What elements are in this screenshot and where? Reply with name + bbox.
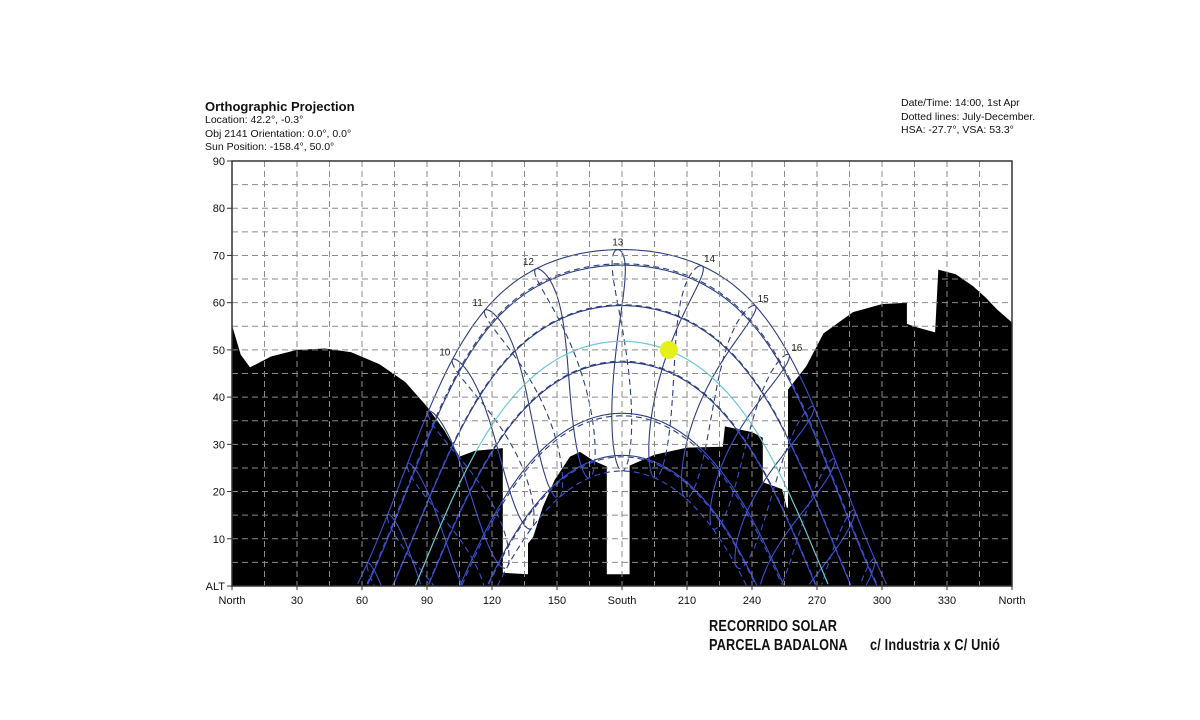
- hour-line-6-jan-jun: [366, 562, 382, 586]
- caption-title: RECORRIDO SOLAR: [709, 618, 838, 635]
- y-tick-label: 50: [213, 345, 225, 357]
- x-axis: North 30 60 90 120 150 South 210 240 270 300 330 Nor…: [219, 586, 1026, 607]
- location-text: Location: 42.2°, -0.3°: [205, 114, 304, 126]
- hour-label: 16: [791, 343, 803, 354]
- caption-subtitle: PARCELA BADALONA: [709, 637, 848, 654]
- y-tick-label: 40: [213, 392, 225, 404]
- x-tick-label: North: [999, 595, 1026, 607]
- angles-text: HSA: -27.7°, VSA: 53.3°: [901, 124, 1014, 136]
- hour-label: 15: [758, 294, 770, 305]
- hour-label: 10: [439, 348, 451, 359]
- x-tick-label: South: [608, 595, 637, 607]
- dotted-lines-text: Dotted lines: July-December.: [901, 110, 1036, 123]
- sun-position-text: Sun Position: -158.4°, 50.0°: [205, 141, 335, 153]
- y-tick-label: 90: [213, 156, 225, 168]
- x-tick-label: 120: [483, 595, 501, 607]
- y-tick-label: 70: [213, 250, 225, 262]
- hour-label: 13: [612, 238, 624, 249]
- x-tick-label: 210: [678, 595, 696, 607]
- sun-path-jul: [366, 269, 878, 585]
- y-axis: ALT 10 20 30 40 50 60 70 80 90: [206, 156, 232, 593]
- info-meta: Date/Time: 14:00, 1st Apr Dotted lines: …: [901, 97, 1035, 138]
- x-tick-label: 270: [808, 595, 826, 607]
- x-tick-label: 150: [548, 595, 566, 607]
- x-tick-label: 90: [421, 595, 433, 607]
- hour-line-20-jan-jun: [865, 557, 876, 586]
- hour-line-18-jul-dec: [780, 458, 834, 586]
- chart-title: Orthographic Projection: [205, 99, 355, 114]
- hour-label: 11: [472, 298, 483, 309]
- x-tick-label: 60: [356, 595, 368, 607]
- caption-address: c/ Industria x C/ Unió: [870, 637, 1001, 654]
- y-tick-label: 80: [213, 203, 225, 215]
- hour-labels: 10 11 12 13 14 15 16: [439, 238, 803, 359]
- y-tick-label: 20: [213, 487, 225, 499]
- y-tick-label: 10: [213, 534, 225, 546]
- y-tick-label: 30: [213, 439, 225, 451]
- x-tick-label: North: [219, 595, 246, 607]
- hour-line-11-jul-dec: [483, 312, 564, 499]
- header-meta: Location: 42.2°, -0.3° Obj 2141 Orientat…: [205, 114, 351, 155]
- y-tick-label: ALT: [206, 581, 226, 593]
- hour-line-10-jul-dec: [451, 362, 535, 530]
- hour-line-9-jul-dec: [427, 414, 510, 570]
- datetime-text: Date/Time: 14:00, 1st Apr: [901, 97, 1020, 109]
- hour-line-19-jan-jun: [808, 509, 856, 585]
- hour-label: 12: [523, 257, 535, 268]
- hour-line-19-jul-dec: [821, 509, 854, 585]
- hour-line-6-jul-dec: [366, 565, 375, 586]
- hour-line-20-jul-dec: [860, 558, 874, 585]
- x-tick-label: 240: [743, 595, 761, 607]
- sun-path-jun: [357, 269, 888, 585]
- sun-marker: [659, 340, 678, 359]
- y-tick-label: 60: [213, 298, 225, 310]
- x-tick-label: 300: [873, 595, 891, 607]
- sun-path-may: [367, 269, 878, 586]
- hour-line-17-jul-dec: [734, 405, 813, 569]
- hour-line-7-jan-jun: [386, 513, 422, 585]
- hour-line-16-jul-dec: [709, 353, 788, 530]
- hour-line-13-jul-dec: [611, 250, 633, 472]
- hour-line-8-jul-dec: [406, 466, 485, 586]
- x-tick-label: 30: [291, 595, 303, 607]
- hour-line-7-jul-dec: [386, 517, 435, 586]
- current-day-path: [414, 340, 829, 586]
- hour-label: 14: [704, 254, 716, 265]
- grid: [232, 161, 1012, 586]
- x-tick-label: 330: [938, 595, 956, 607]
- orientation-text: Obj 2141 Orientation: 0.0°, 0.0°: [205, 127, 352, 140]
